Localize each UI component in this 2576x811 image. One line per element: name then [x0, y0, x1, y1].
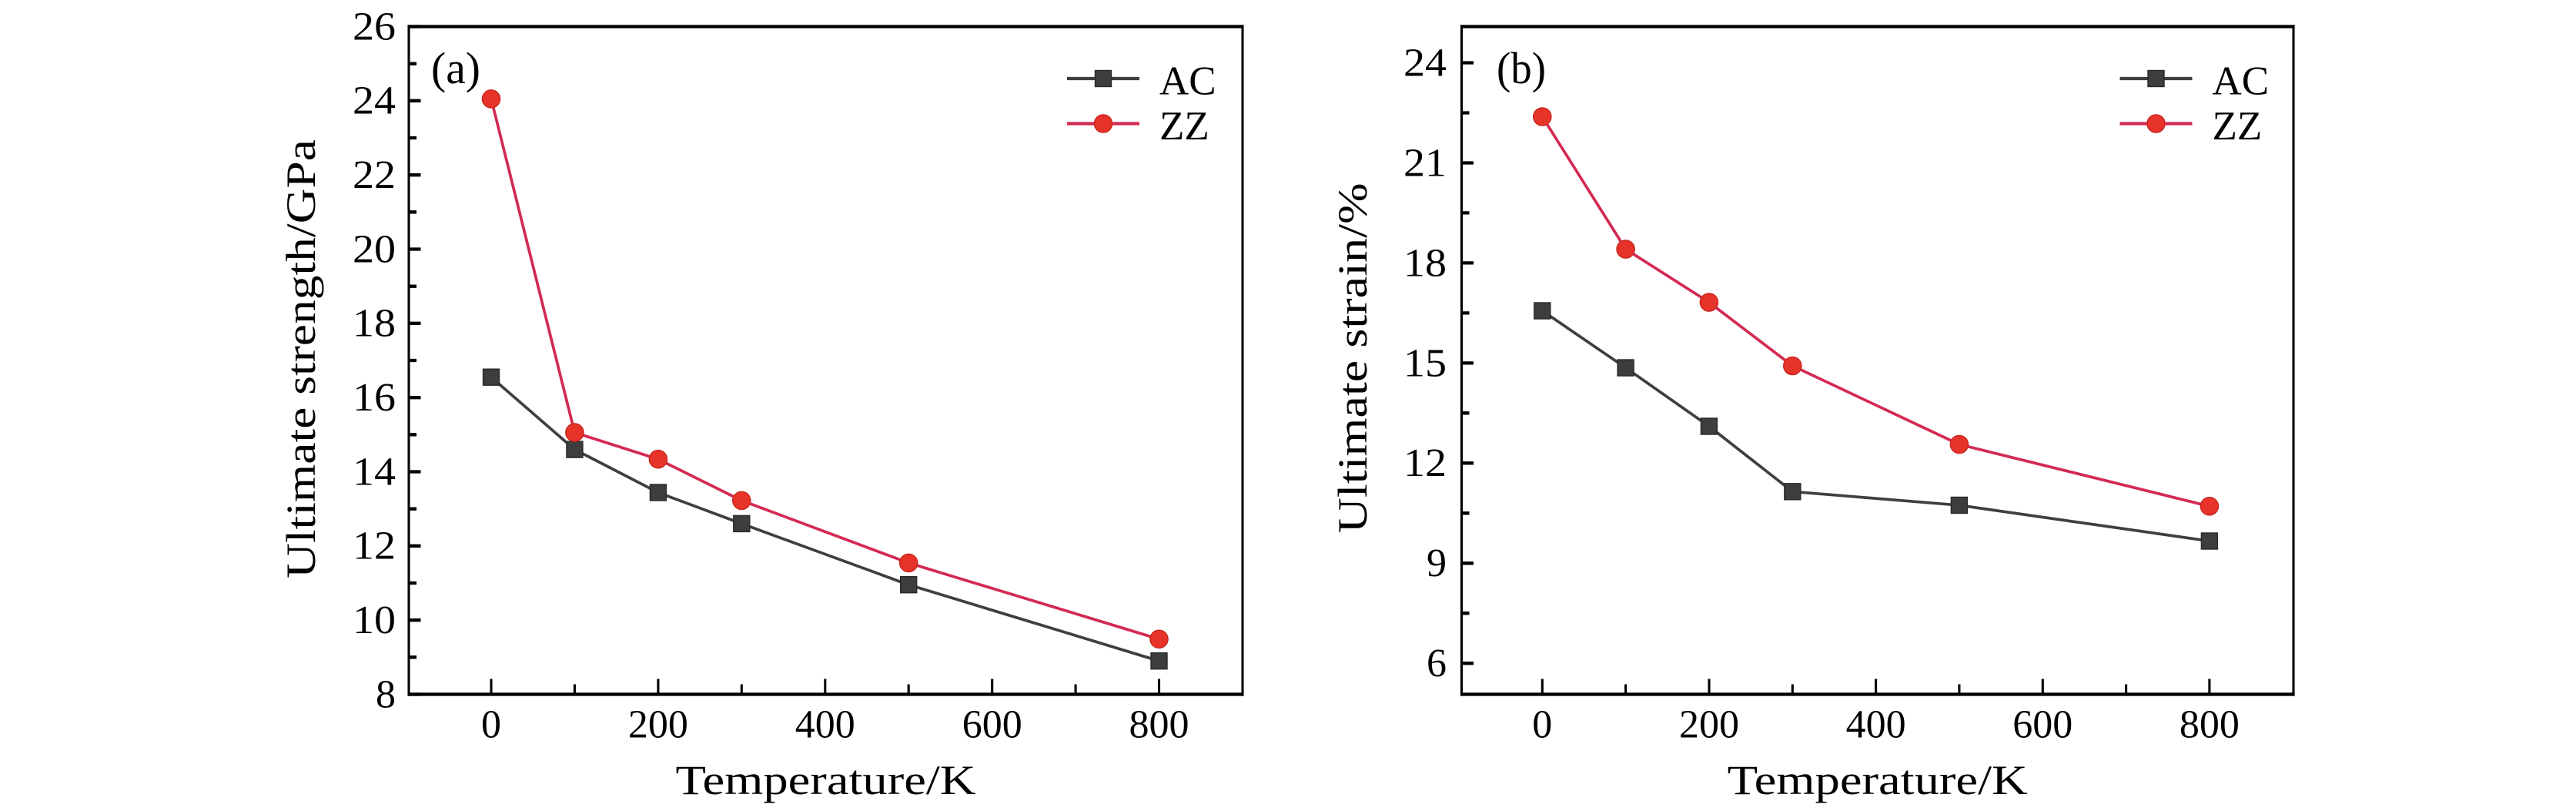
svg-text:Temperature/K: Temperature/K [676, 757, 976, 803]
svg-text:26: 26 [353, 5, 396, 49]
svg-text:18: 18 [1403, 241, 1447, 285]
svg-text:0: 0 [481, 703, 501, 747]
svg-text:20: 20 [353, 227, 396, 271]
svg-text:200: 200 [1679, 703, 1739, 747]
svg-text:Ultimate strain/%: Ultimate strain/% [1330, 183, 1376, 534]
svg-text:18: 18 [353, 302, 396, 346]
svg-text:22: 22 [353, 153, 396, 197]
svg-text:15: 15 [1403, 341, 1447, 385]
svg-text:0: 0 [1532, 703, 1552, 747]
svg-text:6: 6 [1427, 642, 1447, 685]
svg-text:800: 800 [1129, 703, 1189, 747]
svg-text:21: 21 [1403, 141, 1447, 185]
svg-text:10: 10 [353, 598, 396, 642]
svg-text:24: 24 [1403, 41, 1447, 85]
svg-text:(a): (a) [431, 43, 480, 93]
svg-text:16: 16 [353, 376, 396, 420]
svg-text:24: 24 [353, 79, 396, 123]
svg-text:600: 600 [962, 703, 1022, 747]
svg-text:ZZ: ZZ [1159, 104, 1209, 149]
svg-text:Ultimate strength/GPa: Ultimate strength/GPa [278, 139, 324, 578]
svg-text:800: 800 [2180, 703, 2240, 747]
svg-text:ZZ: ZZ [2213, 104, 2263, 149]
svg-text:AC: AC [2213, 59, 2270, 104]
svg-text:200: 200 [628, 703, 688, 747]
svg-text:14: 14 [353, 450, 396, 494]
svg-text:AC: AC [1159, 59, 1216, 104]
svg-text:(b): (b) [1497, 43, 1546, 93]
svg-text:12: 12 [353, 524, 396, 568]
svg-text:9: 9 [1427, 541, 1447, 585]
svg-text:600: 600 [2012, 703, 2073, 747]
svg-text:12: 12 [1403, 441, 1447, 485]
svg-text:400: 400 [795, 703, 855, 747]
svg-text:Temperature/K: Temperature/K [1728, 757, 2028, 803]
svg-text:400: 400 [1846, 703, 1906, 747]
svg-text:8: 8 [376, 672, 396, 716]
